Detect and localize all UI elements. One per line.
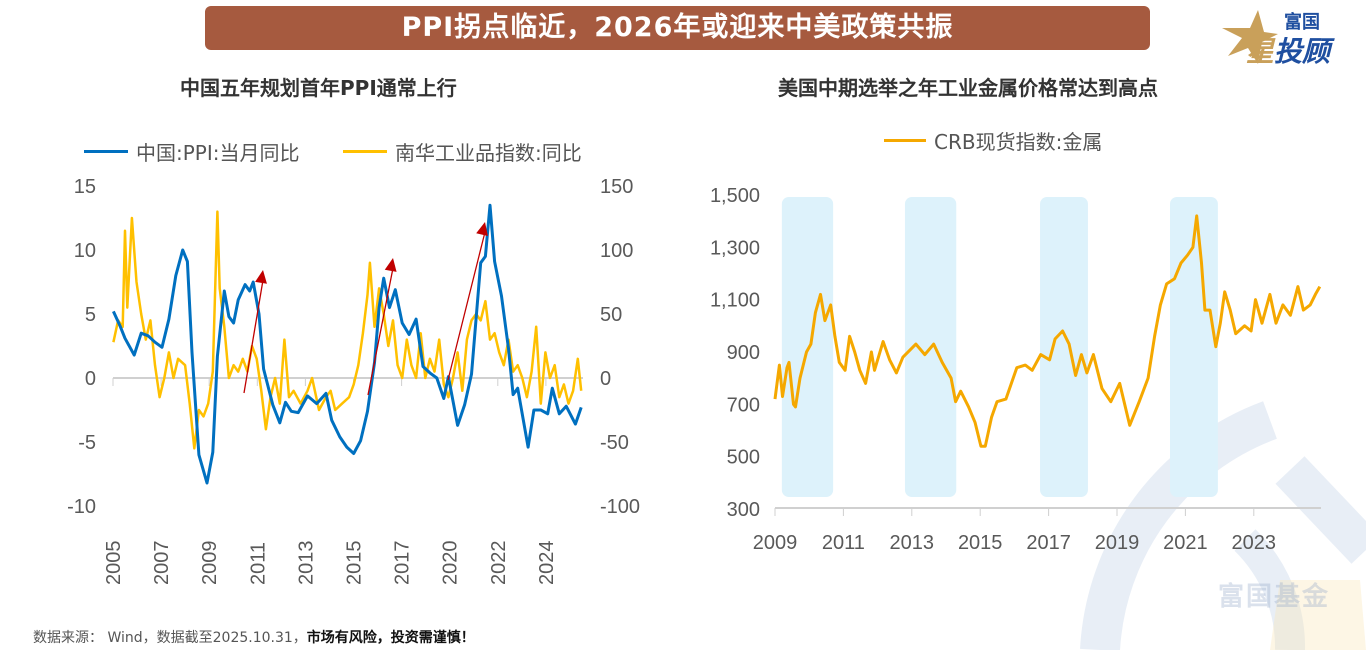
legend-swatch-ppi: [84, 150, 128, 153]
x-tick-label: 2015: [958, 532, 1003, 554]
x-tick-label: 2017: [392, 541, 414, 586]
arrow-head-icon: [384, 258, 397, 272]
y-left-tick-label: -10: [67, 496, 96, 518]
y-tick-label: 1,100: [710, 290, 760, 312]
midterm-election-band: [781, 197, 834, 497]
y-tick-label: 700: [727, 394, 760, 416]
legend-crb: CRB现货指数:金属: [884, 126, 1102, 155]
legend-ppi: 中国:PPI:当月同比: [84, 137, 300, 166]
y-tick-label: 300: [727, 499, 760, 521]
logo-text-main: 星投顾: [1246, 30, 1330, 70]
y-left-tick-label: -5: [78, 432, 96, 454]
y-right-tick-label: 50: [600, 304, 622, 326]
x-tick-label: 2015: [344, 541, 366, 586]
footer-source: 数据来源： Wind，数据截至2025.10.31，: [33, 630, 307, 646]
logo-accent: 星: [1246, 35, 1275, 68]
y-left-tick-label: 10: [74, 240, 96, 262]
x-tick-label: 2024: [536, 541, 558, 586]
y-tick-label: 1,500: [710, 185, 760, 207]
series-line-crb-metals: [773, 214, 1322, 448]
x-tick-label: 2011: [822, 532, 865, 554]
annotation-arrow-line: [447, 231, 486, 381]
footer-warning: 市场有风险，投资需谨慎！: [306, 630, 475, 646]
legend-label-crb: CRB现货指数:金属: [934, 130, 1103, 154]
series-line-ppi: [112, 203, 583, 485]
x-tick-label: 2011: [247, 542, 269, 585]
series-line-nanhua: [112, 210, 583, 450]
midterm-election-band: [1040, 197, 1088, 497]
logo-text-top: 富国: [1284, 12, 1320, 33]
x-tick-label: 2017: [1026, 532, 1071, 554]
y-right-tick-label: 100: [600, 240, 633, 262]
x-tick-label: 2005: [103, 541, 125, 586]
y-right-tick-label: -100: [600, 496, 640, 518]
x-tick-label: 2009: [199, 541, 221, 586]
y-right-tick-label: -50: [600, 432, 629, 454]
arrow-head-icon: [255, 270, 267, 284]
logo-main-text: 投顾: [1274, 35, 1331, 68]
annotation-arrow-line: [367, 267, 394, 396]
x-tick-label: 2009: [753, 532, 798, 554]
y-tick-label: 1,300: [710, 237, 760, 259]
legend-swatch-crb: [884, 139, 926, 142]
y-left-tick-label: 0: [85, 368, 96, 390]
star-logo-icon: [1222, 10, 1278, 64]
y-tick-label: 500: [727, 447, 760, 469]
x-tick-label: 2019: [1095, 532, 1140, 554]
x-tick-label: 2013: [890, 532, 935, 554]
y-right-tick-label: 150: [600, 176, 633, 198]
x-tick-label: 2013: [295, 541, 317, 586]
left-chart-title: 中国五年规划首年PPI通常上行: [180, 76, 457, 100]
watermark-text: 富国基金: [1218, 582, 1331, 612]
title-banner: PPI拐点临近，2026年或迎来中美政策共振: [205, 6, 1150, 50]
legend-swatch-nanhua: [343, 150, 387, 153]
arrow-head-icon: [476, 222, 488, 237]
x-tick-label: 2020: [440, 541, 462, 586]
legend-label-nanhua: 南华工业品指数:同比: [395, 141, 582, 165]
logo: 富国 星投顾: [1218, 4, 1358, 68]
legend-nanhua: 南华工业品指数:同比: [343, 137, 582, 166]
legend-label-ppi: 中国:PPI:当月同比: [136, 141, 300, 165]
y-left-tick-label: 15: [74, 176, 96, 198]
x-tick-label: 2021: [1163, 532, 1208, 554]
x-tick-label: 2022: [488, 541, 510, 586]
right-chart-title: 美国中期选举之年工业金属价格常达到高点: [778, 76, 1158, 100]
x-tick-label: 2023: [1232, 532, 1277, 554]
x-tick-label: 2007: [151, 541, 173, 586]
annotation-arrow-line: [243, 279, 264, 394]
footer: 数据来源： Wind，数据截至2025.10.31，市场有风险，投资需谨慎！: [33, 627, 475, 647]
midterm-election-band: [1170, 197, 1218, 497]
y-tick-label: 900: [727, 342, 760, 364]
y-left-tick-label: 5: [85, 304, 96, 326]
y-right-tick-label: 0: [600, 368, 611, 390]
